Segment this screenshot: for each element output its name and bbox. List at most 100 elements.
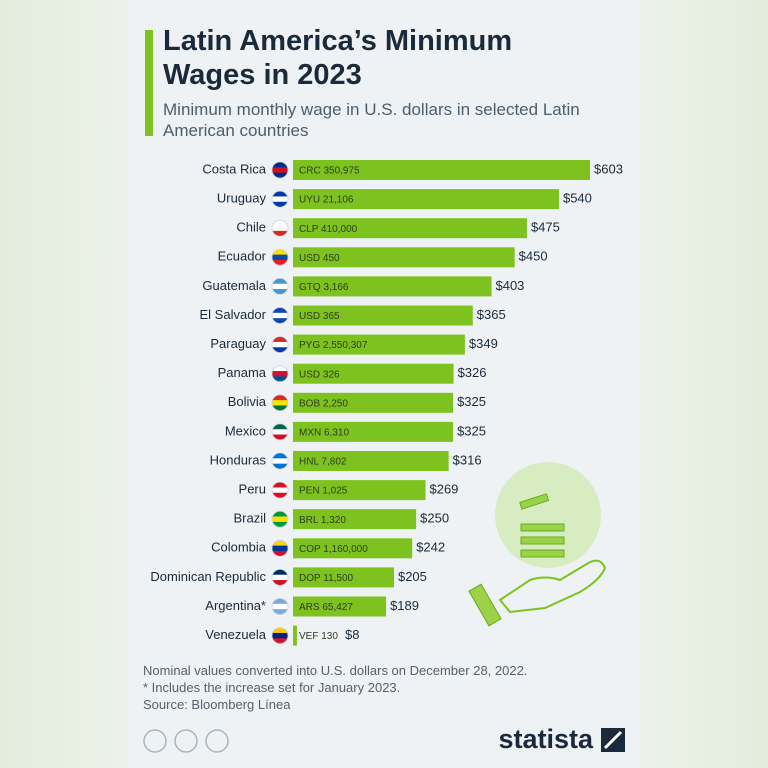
flag: [272, 453, 288, 469]
flag-stripe: [272, 371, 288, 377]
local-currency-label: CLP 410,000: [299, 224, 358, 235]
category-label: Brazil: [233, 511, 266, 526]
value-label: $349: [469, 336, 498, 351]
flag-stripe: [272, 603, 288, 610]
flag-stripe: [272, 191, 288, 197]
category-label: Chile: [236, 220, 266, 235]
flag-stripe: [272, 167, 288, 173]
subtitle: Minimum monthly wage in U.S. dollars in …: [163, 100, 580, 140]
flag-border: [271, 394, 289, 412]
category-label: Colombia: [211, 540, 267, 555]
bar: [293, 596, 387, 617]
flag-stripe: [272, 569, 288, 576]
flag-stripe: [272, 220, 288, 226]
local-currency-label: BOB 2,250: [299, 398, 348, 409]
flag-stripe: [272, 283, 288, 290]
flag-stripe: [272, 423, 288, 430]
local-currency-label: PEN 1,025: [299, 486, 348, 497]
bar: [293, 421, 454, 442]
category-label: Venezuela: [205, 627, 266, 642]
value-label: $205: [398, 569, 427, 584]
bar: [293, 218, 527, 239]
value-label: $242: [416, 540, 445, 555]
bar: [293, 276, 492, 297]
flag-stripe: [272, 254, 288, 261]
flag: [272, 191, 288, 208]
local-currency-label: ARS 65,427: [299, 602, 353, 613]
flag-stripe: [272, 405, 288, 411]
flag-stripe: [272, 172, 288, 178]
bar: [293, 480, 426, 501]
local-currency-label: UYU 21,106: [299, 195, 354, 206]
flag-border: [271, 598, 289, 615]
category-label: Mexico: [225, 423, 266, 438]
flag: [272, 336, 288, 353]
brand-icon-mark: [603, 730, 623, 750]
bar: [293, 625, 297, 646]
flag-border: [271, 336, 289, 354]
category-label: Guatemala: [202, 278, 266, 293]
flag-stripe: [272, 516, 288, 523]
value-label: $326: [458, 365, 487, 380]
local-currency-label: USD 450: [299, 253, 340, 264]
local-currency-label: VEF 130: [299, 631, 338, 642]
flag: [272, 569, 288, 586]
local-currency-label: GTQ 3,166: [299, 282, 349, 293]
flag-border: [271, 510, 289, 528]
flag-border: [271, 539, 289, 557]
value-label: $450: [519, 249, 548, 264]
category-label: Peru: [239, 482, 266, 497]
local-currency-label: CRC 350,975: [299, 166, 360, 177]
flag-stripe: [272, 580, 288, 586]
local-currency-label: MXN 6,310: [299, 428, 349, 439]
flag-stripe: [272, 162, 288, 168]
bar: [293, 305, 473, 326]
flag: [272, 511, 288, 528]
bar: [293, 334, 465, 355]
flag-stripe: [272, 278, 288, 285]
bar: [293, 247, 515, 268]
flag-stripe: [272, 230, 288, 237]
category-label: El Salvador: [200, 307, 267, 322]
flag-stripe: [272, 521, 288, 528]
bar: [293, 392, 454, 413]
flag-stripe: [272, 225, 288, 232]
category-label: Dominican Republic: [150, 569, 266, 584]
flag-stripe: [272, 598, 288, 605]
source: Source: Bloomberg Línea: [143, 697, 291, 712]
flag-border: [271, 569, 289, 586]
flag-stripe: [272, 347, 288, 353]
flag-stripe: [272, 550, 288, 557]
value-label: $325: [457, 394, 486, 409]
title: Latin America’s Minimum Wages in 2023: [163, 25, 513, 91]
flag: [272, 598, 288, 615]
flag-stripe: [272, 453, 288, 459]
flag: [272, 278, 288, 295]
bar: [293, 160, 590, 180]
flag-stripe: [272, 318, 288, 324]
local-currency-label: PYG 2,550,307: [299, 340, 368, 351]
value-label: $189: [390, 598, 419, 613]
license-icons: [143, 729, 229, 753]
flag-stripe: [272, 365, 288, 372]
flag: [272, 627, 288, 644]
value-label: $316: [453, 452, 482, 467]
flag: [272, 365, 288, 382]
flag-stripe: [272, 632, 288, 639]
illustration: [468, 462, 607, 627]
flag-border: [271, 365, 289, 383]
note: * Includes the increase set for January …: [143, 680, 401, 695]
flag-border: [271, 277, 289, 295]
flag-stripe: [272, 511, 288, 517]
flag-stripe: [272, 376, 288, 382]
flag: [272, 162, 288, 178]
local-currency-label: COP 1,160,000: [299, 544, 368, 555]
category-label: Uruguay: [217, 191, 267, 206]
flag-border: [271, 307, 289, 324]
flag-stripe: [272, 196, 288, 203]
flag-stripe: [272, 400, 288, 406]
flag-border: [271, 248, 289, 266]
flag-stripe: [272, 638, 288, 644]
